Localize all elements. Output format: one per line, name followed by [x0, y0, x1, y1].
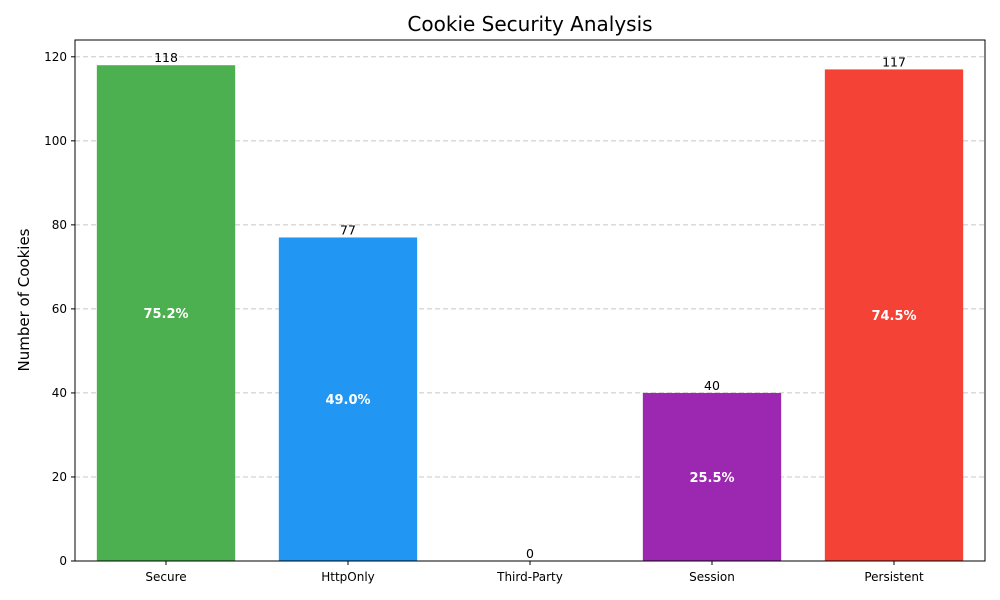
bar-persistent [824, 69, 964, 562]
x-tick-label: Session [689, 570, 735, 584]
y-axis: 0 20 40 60 80 100 120 [44, 50, 75, 568]
bar-value-label: 0 [526, 546, 534, 561]
y-axis-title: Number of Cookies [15, 228, 33, 371]
chart-title: Cookie Security Analysis [407, 12, 652, 36]
y-tick-label: 60 [52, 302, 67, 316]
y-tick-label: 80 [52, 218, 67, 232]
bar-percent-label: 49.0% [325, 393, 370, 408]
y-tick-label: 120 [44, 50, 67, 64]
bar-session [642, 392, 782, 561]
x-axis: Secure HttpOnly Third-Party Session Persiste… [145, 561, 924, 584]
bar-percent-label: 25.5% [689, 471, 734, 486]
y-tick-label: 40 [52, 386, 67, 400]
x-tick-label: HttpOnly [321, 570, 375, 584]
y-tick-label: 100 [44, 134, 67, 148]
x-tick-label: Secure [145, 570, 186, 584]
bar-value-label: 40 [704, 378, 720, 393]
x-tick-label: Persistent [864, 570, 924, 584]
bar-labels: 118 75.2% 77 49.0% 0 40 25.5% 117 74.5% [143, 50, 916, 561]
bar-httponly [278, 237, 418, 561]
y-tick-label: 0 [59, 554, 67, 568]
bar-secure [96, 65, 236, 561]
bars [96, 65, 964, 562]
bar-percent-label: 75.2% [143, 307, 188, 322]
bar-percent-label: 74.5% [871, 309, 916, 324]
bar-value-label: 118 [154, 50, 178, 65]
y-tick-label: 20 [52, 470, 67, 484]
bar-value-label: 117 [882, 54, 906, 69]
x-tick-label: Third-Party [496, 570, 563, 584]
bar-value-label: 77 [340, 222, 356, 237]
